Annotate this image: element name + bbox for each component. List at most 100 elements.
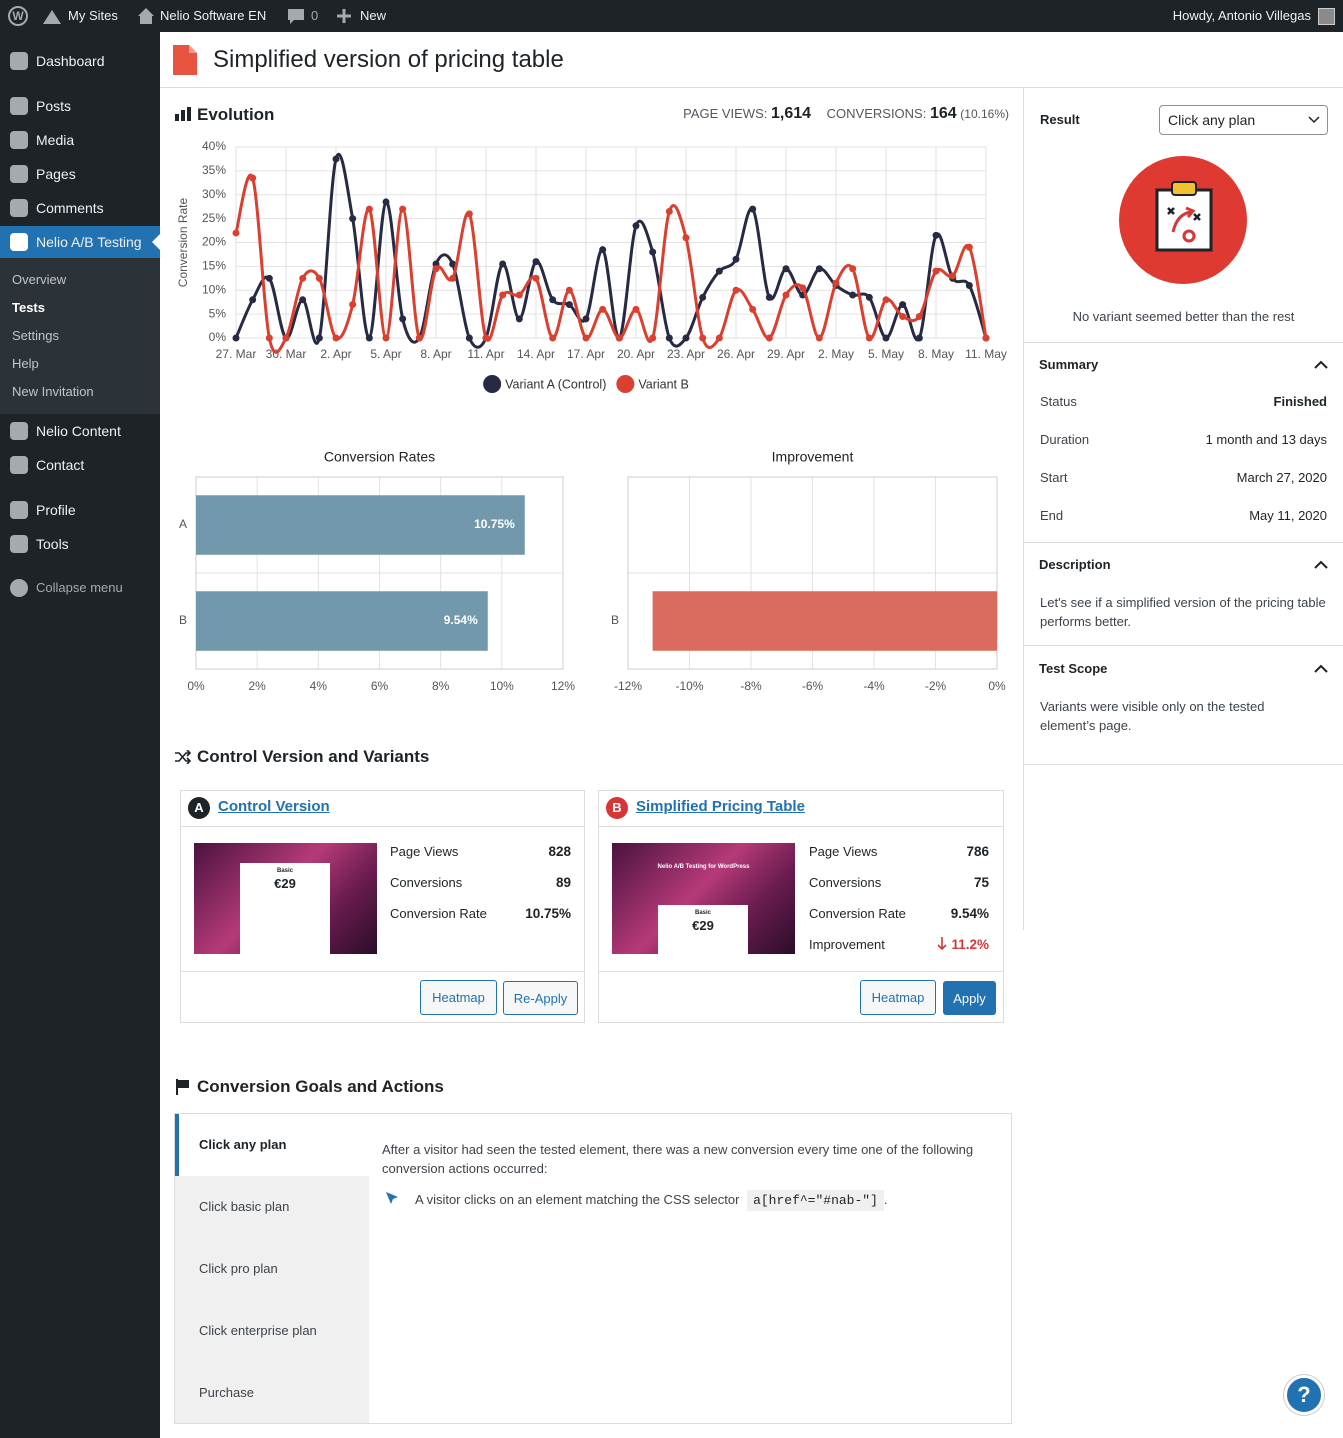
y-axis-title: Conversion Rate: [176, 197, 190, 287]
data-point: [349, 215, 357, 223]
data-point: [382, 334, 390, 342]
data-point: [815, 334, 823, 342]
metric-value: 9.54%: [950, 906, 989, 921]
data-point: [282, 334, 290, 342]
submenu-item[interactable]: Settings: [12, 328, 59, 343]
menu-item[interactable]: Posts: [36, 98, 72, 114]
x-tick-label: 5. May: [868, 347, 904, 361]
click-icon: [386, 1192, 398, 1204]
submenu-item[interactable]: Help: [12, 356, 39, 371]
button[interactable]: Heatmap: [420, 980, 497, 1015]
button[interactable]: Re-Apply: [503, 981, 578, 1015]
menu-icon: [10, 131, 28, 149]
submenu-item[interactable]: Overview: [12, 272, 67, 287]
variant-letter: B: [606, 797, 628, 819]
goal-tab[interactable]: Purchase: [199, 1385, 254, 1400]
data-point: [265, 334, 273, 342]
data-point: [849, 291, 857, 299]
goal-tab[interactable]: Click any plan: [199, 1137, 287, 1152]
avatar[interactable]: [1318, 8, 1335, 25]
x-tick-label: 10%: [490, 679, 514, 693]
data-point: [932, 231, 940, 239]
wp-logo[interactable]: W: [8, 6, 28, 26]
data-point: [949, 272, 957, 280]
goal-tab[interactable]: Click enterprise plan: [199, 1323, 317, 1338]
data-point: [332, 334, 340, 342]
menu-item[interactable]: Nelio A/B Testing: [36, 234, 142, 250]
thumbnail[interactable]: Nelio A/B Testing for WordPress Basic €2…: [612, 843, 795, 954]
data-point: [315, 334, 323, 342]
data-point: [665, 334, 673, 342]
y-tick-label: 30%: [202, 187, 226, 201]
variant-link[interactable]: Simplified Pricing Table: [636, 798, 805, 815]
comment-count[interactable]: 0: [311, 8, 319, 23]
menu-item[interactable]: Contact: [36, 457, 85, 473]
result-badge: [1119, 156, 1247, 284]
data-point: [549, 334, 557, 342]
description-title[interactable]: Description: [1039, 557, 1111, 572]
menu-item[interactable]: Tools: [36, 536, 69, 552]
menu-item[interactable]: Profile: [36, 502, 76, 518]
chevron-up[interactable]: [1314, 560, 1328, 569]
data-point: [232, 229, 240, 237]
greeting[interactable]: Howdy, Antonio Villegas: [1172, 8, 1311, 23]
site-name[interactable]: Nelio Software EN: [160, 8, 267, 23]
thumbnail-text: Nelio A/B Testing for WordPress: [657, 864, 750, 870]
my-sites[interactable]: My Sites: [68, 8, 118, 23]
thumbnail-card: Basic €29: [658, 905, 748, 954]
menu-item[interactable]: Nelio Content: [36, 423, 121, 439]
menu-icon: [10, 199, 28, 217]
data-point: [382, 198, 390, 206]
new[interactable]: New: [360, 8, 387, 23]
data-point: [515, 315, 523, 323]
summary-title[interactable]: Summary: [1039, 357, 1099, 372]
data-point: [665, 207, 673, 215]
test-icon: [173, 45, 197, 75]
menu-item[interactable]: Dashboard: [36, 53, 105, 69]
x-tick-label: 14. Apr: [517, 347, 555, 361]
scope-title[interactable]: Test Scope: [1039, 661, 1108, 676]
button[interactable]: Heatmap: [860, 980, 936, 1015]
x-tick-label: 27. Mar: [216, 347, 257, 361]
chevron-up[interactable]: [1314, 360, 1328, 369]
x-tick-label: 12%: [551, 679, 575, 693]
goal-tab[interactable]: Click basic plan: [199, 1199, 290, 1214]
submenu-item[interactable]: Tests: [12, 300, 45, 315]
page-views-label: PAGE VIEWS:: [683, 106, 768, 121]
menu-item[interactable]: Media: [36, 132, 75, 148]
variant-letter: A: [188, 797, 210, 819]
goal-select[interactable]: Click any plan: [1159, 105, 1328, 135]
goal-action: A visitor clicks on an element matching …: [415, 1189, 888, 1212]
data-point: [632, 222, 640, 230]
thumbnail[interactable]: Basic €29: [194, 843, 377, 954]
data-point: [432, 265, 440, 273]
clipboard-icon: [1155, 181, 1213, 252]
menu-item[interactable]: Comments: [36, 200, 104, 216]
data-point: [549, 296, 557, 304]
variant-link[interactable]: Control Version: [218, 798, 330, 815]
x-tick-label: 2. Apr: [320, 347, 351, 361]
menu-item[interactable]: Pages: [36, 166, 76, 182]
chevron-up[interactable]: [1314, 664, 1328, 673]
conversions: 164: [929, 105, 957, 122]
data-point: [482, 334, 490, 342]
menu-icon: [10, 422, 28, 440]
button[interactable]: Apply: [943, 981, 996, 1015]
goal-tab[interactable]: Click pro plan: [199, 1261, 278, 1276]
menu-icon: [10, 501, 28, 519]
card-divider: [599, 971, 1003, 972]
submenu-item[interactable]: New Invitation: [12, 384, 94, 399]
data-point: [765, 334, 773, 342]
help-button[interactable]: ?: [1284, 1375, 1324, 1415]
metric-label: Improvement: [809, 937, 885, 952]
panel-divider: [1024, 342, 1343, 343]
thumbnail-text: Basic: [276, 868, 293, 874]
collapse-menu[interactable]: Collapse menu: [36, 580, 123, 595]
header-divider: [160, 87, 1343, 88]
data-point: [849, 265, 857, 273]
category-label: A: [179, 517, 187, 531]
submenu-bg: [0, 258, 160, 414]
x-tick-label: 29. Apr: [767, 347, 805, 361]
data-point: [249, 296, 257, 304]
result-label: Result: [1040, 112, 1080, 127]
